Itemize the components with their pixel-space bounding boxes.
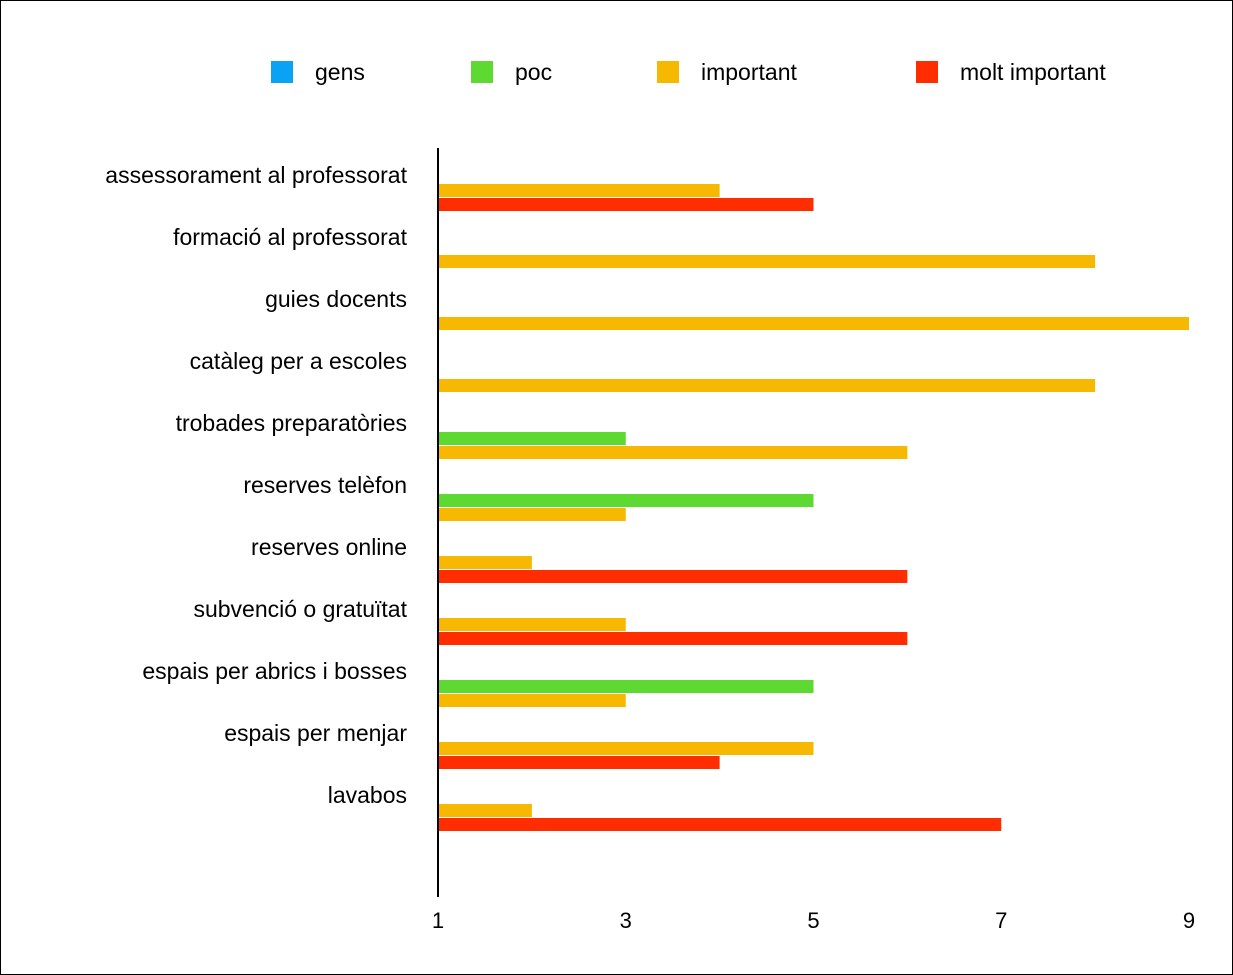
legend-swatch-gens xyxy=(271,61,293,83)
category-label: espais per menjar xyxy=(224,720,407,746)
legend-item-gens: gens xyxy=(271,52,365,92)
category-label: assessorament al professorat xyxy=(105,162,407,188)
bar-molt-important xyxy=(439,632,908,645)
category-label: subvenció o gratuïtat xyxy=(193,596,407,622)
x-tick-label: 7 xyxy=(995,908,1007,933)
bar-important xyxy=(439,446,908,459)
bar-important xyxy=(439,804,532,817)
bar-molt-important xyxy=(439,818,1002,831)
category-label: lavabos xyxy=(328,782,407,808)
legend-swatch-poc xyxy=(471,61,493,83)
category-label: formació al professorat xyxy=(173,224,408,250)
legend-label-gens: gens xyxy=(315,58,365,85)
bar-important xyxy=(439,742,814,755)
bar-poc xyxy=(439,494,814,507)
category-label: trobades preparatòries xyxy=(176,410,407,436)
legend-swatch-molt-important xyxy=(916,61,938,83)
x-tick-label: 1 xyxy=(432,908,444,933)
legend-label-molt-important: molt important xyxy=(960,58,1106,85)
bar-important xyxy=(439,184,720,197)
category-label: reserves telèfon xyxy=(243,472,407,498)
chart-legend: gens poc important molt important xyxy=(0,52,1233,92)
category-label: espais per abrics i bosses xyxy=(142,658,407,684)
bar-important xyxy=(439,379,1096,392)
legend-item-molt-important: molt important xyxy=(916,52,1106,92)
bar-important xyxy=(439,556,532,569)
category-label: guies docents xyxy=(265,286,407,312)
bar-important xyxy=(439,255,1096,268)
bar-important xyxy=(439,508,626,521)
bar-molt-important xyxy=(439,198,814,211)
category-label: catàleg per a escoles xyxy=(190,348,407,374)
legend-item-poc: poc xyxy=(471,52,552,92)
bar-molt-important xyxy=(439,570,908,583)
legend-label-poc: poc xyxy=(515,58,553,85)
bar-important xyxy=(439,618,626,631)
x-tick-label: 3 xyxy=(620,908,632,933)
x-tick-label: 5 xyxy=(807,908,819,933)
bar-poc xyxy=(439,680,814,693)
category-label: reserves online xyxy=(251,534,407,560)
bar-poc xyxy=(439,432,626,445)
legend-label-important: important xyxy=(701,58,797,85)
bar-molt-important xyxy=(439,756,720,769)
legend-item-important: important xyxy=(657,52,797,92)
x-tick-label: 9 xyxy=(1183,908,1195,933)
legend-swatch-important xyxy=(657,61,679,83)
bar-important xyxy=(439,317,1189,330)
bar-important xyxy=(439,694,626,707)
